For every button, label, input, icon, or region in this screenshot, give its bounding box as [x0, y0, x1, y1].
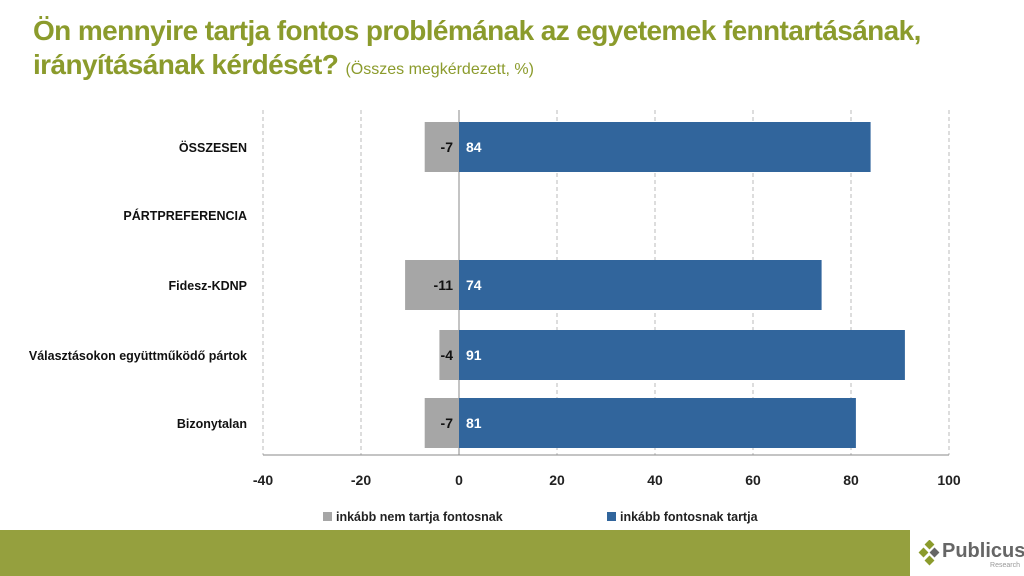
data-label: -11 — [434, 277, 454, 293]
x-tick-label: 40 — [647, 472, 663, 488]
negative-bar — [439, 330, 459, 380]
negative-bar — [424, 398, 459, 448]
x-tick-label: -20 — [351, 472, 371, 488]
positive-bar — [459, 330, 905, 380]
positive-bar — [459, 122, 871, 172]
data-label: 74 — [466, 277, 482, 293]
chart-title: Ön mennyire tartja fontos problémának az… — [33, 14, 1024, 87]
category-label: ÖSSZESEN — [179, 140, 247, 155]
footer-bar — [0, 530, 910, 576]
title-main: Ön mennyire tartja fontos problémának az… — [33, 15, 921, 80]
logo-name: Publicus — [942, 540, 1024, 562]
positive-bar — [459, 260, 822, 310]
logo-diamonds-icon — [918, 540, 940, 566]
negative-bar — [424, 122, 459, 172]
logo-tagline: Research — [990, 562, 1020, 569]
x-tick-label: 100 — [937, 472, 961, 488]
data-label: -7 — [441, 415, 454, 431]
positive-bar — [459, 398, 856, 448]
x-tick-label: -40 — [253, 472, 273, 488]
chart: -40 -20 0 20 40 60 80 100 ÖSSZESEN -7 84 PÁRTPREFER… — [29, 110, 961, 524]
category-label: Bizonytalan — [177, 417, 247, 431]
legend-label: inkább fontosnak tartja — [620, 510, 759, 524]
x-tick-label: 20 — [549, 472, 565, 488]
data-label: 81 — [466, 415, 482, 431]
category-label: Választásokon együttműködő pártok — [29, 349, 247, 363]
legend-swatch — [607, 512, 616, 521]
legend-label: inkább nem tartja fontosnak — [336, 510, 503, 524]
legend-swatch — [323, 512, 332, 521]
category-label: PÁRTPREFERENCIA — [123, 208, 247, 223]
negative-bar — [405, 260, 459, 310]
data-label: 84 — [466, 139, 482, 155]
publicus-logo: Publicus Research — [918, 538, 1024, 572]
title-subtitle: (Összes megkérdezett, %) — [345, 61, 534, 78]
category-label: Fidesz-KDNP — [169, 279, 247, 293]
data-label: -7 — [441, 139, 454, 155]
data-label: 91 — [466, 347, 482, 363]
x-tick-label: 0 — [455, 472, 463, 488]
data-label: -4 — [441, 347, 454, 363]
x-tick-label: 60 — [745, 472, 761, 488]
x-tick-label: 80 — [843, 472, 859, 488]
